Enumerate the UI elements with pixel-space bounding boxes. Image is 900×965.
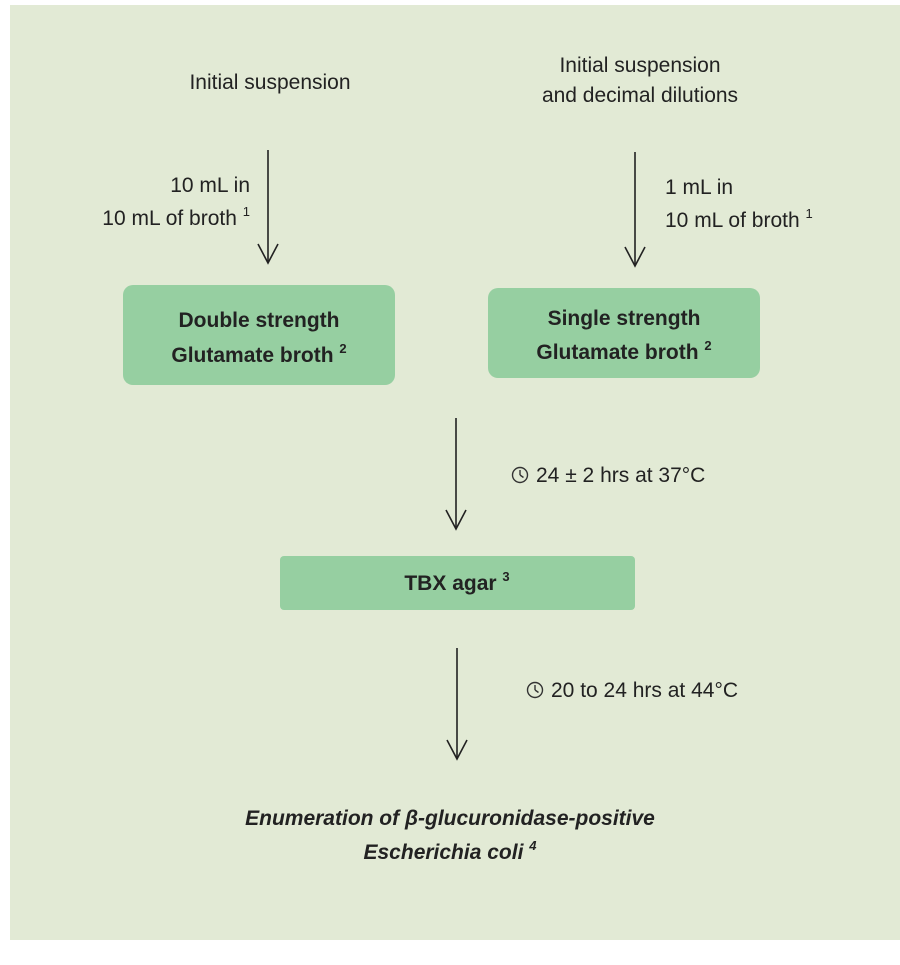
- text-part: 10 mL of broth: [102, 207, 237, 230]
- incubation-label: 24 ± 2 hrs at 37°C: [536, 464, 705, 487]
- text-part: Glutamate broth: [536, 341, 698, 364]
- source-label: and decimal dilutions: [542, 84, 738, 107]
- text-part: 3: [502, 569, 509, 584]
- broth-box: [488, 288, 760, 378]
- agar-box: [280, 556, 635, 610]
- source-label: Initial suspension: [189, 71, 350, 94]
- text-part: 4: [528, 838, 537, 853]
- text-part: 2: [704, 338, 711, 353]
- arrow: [446, 648, 468, 761]
- broth-box: [123, 285, 395, 385]
- text-part: Glutamate broth: [171, 344, 333, 367]
- transfer-label: 10 mL of broth 1: [102, 204, 250, 230]
- arrow: [445, 418, 467, 531]
- result-label: Enumeration of β-glucuronidase-positive: [245, 807, 655, 830]
- arrow: [624, 152, 646, 268]
- panel: [10, 5, 900, 940]
- text-part: TBX agar: [404, 572, 496, 595]
- text-part: Escherichia coli: [364, 841, 525, 864]
- broth-label: Glutamate broth 2: [171, 341, 346, 367]
- text-part: 2: [339, 341, 346, 356]
- text-part: 10 mL of broth: [665, 209, 800, 232]
- broth-label: Glutamate broth 2: [536, 338, 711, 364]
- transfer-label: 10 mL of broth 1: [665, 206, 813, 232]
- agar-label: TBX agar 3: [404, 569, 509, 595]
- text-part: 1: [243, 204, 250, 219]
- result-label: Escherichia coli 4: [364, 838, 538, 864]
- transfer-label: 1 mL in: [665, 176, 733, 199]
- broth-label: Double strength: [179, 309, 340, 332]
- broth-label: Single strength: [548, 307, 701, 330]
- text-part: 1: [805, 206, 812, 221]
- incubation-label: 20 to 24 hrs at 44°C: [551, 679, 738, 702]
- source-label: Initial suspension: [559, 54, 720, 77]
- arrow: [257, 150, 279, 265]
- transfer-label: 10 mL in: [170, 174, 250, 197]
